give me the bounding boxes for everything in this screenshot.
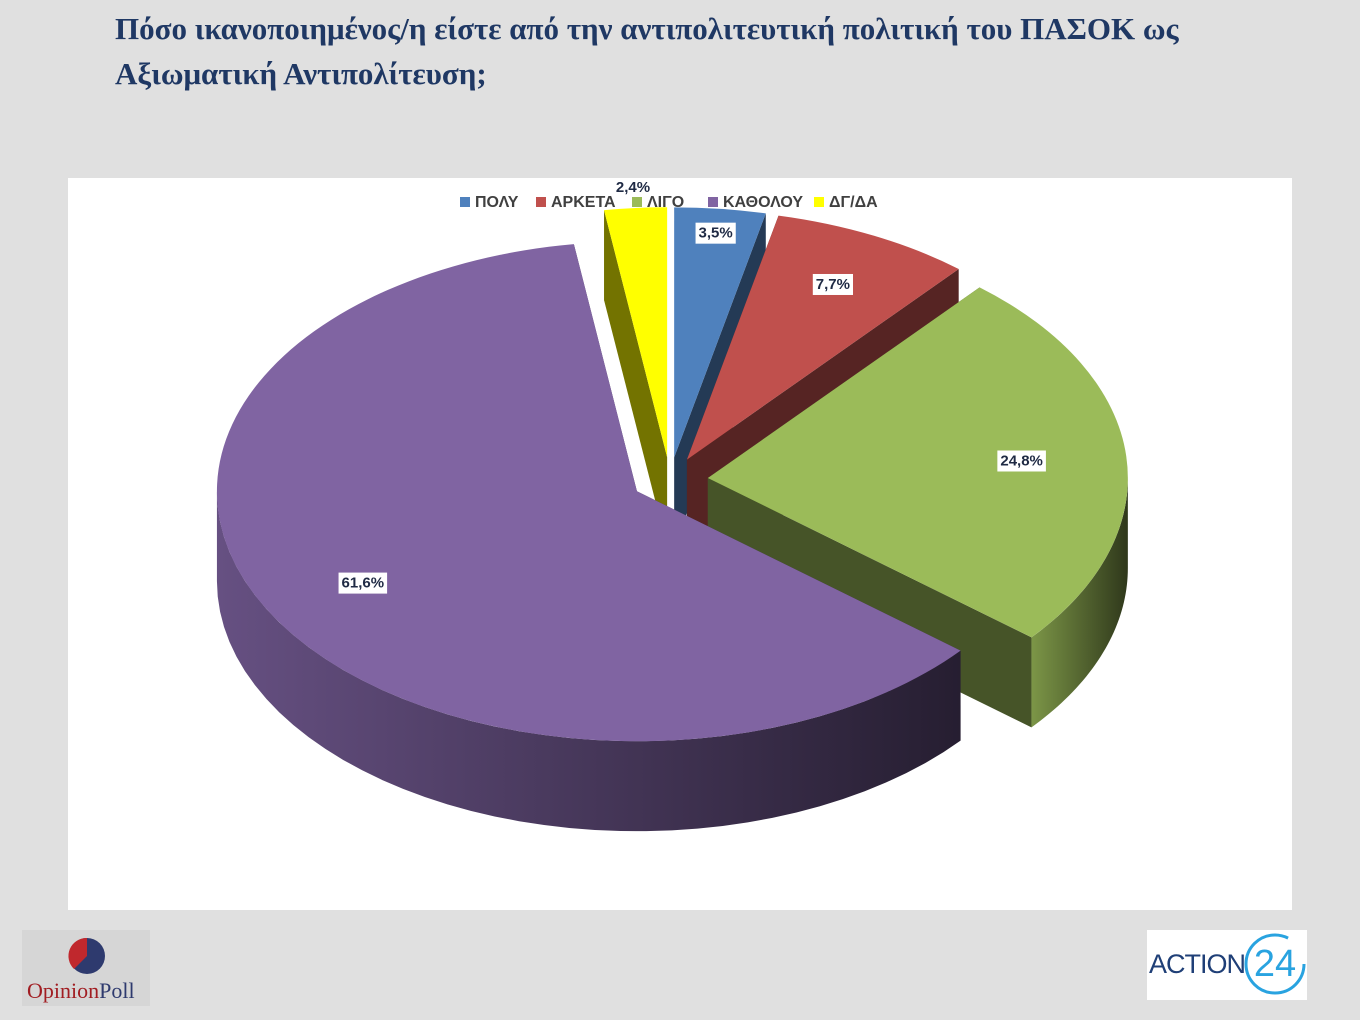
slice-wall xyxy=(216,491,961,832)
legend-label: ΔΓ/ΔΑ xyxy=(829,194,878,211)
data-label: 3,5% xyxy=(699,225,733,242)
legend-label: ΚΑΘΟΛΟΥ xyxy=(723,194,803,211)
logo-icon: OpinionPoll xyxy=(27,937,135,1003)
data-label: 61,6% xyxy=(342,575,385,592)
logo-part: Opinion xyxy=(27,978,99,1003)
logo-wedge xyxy=(68,937,87,969)
logo-text: OpinionPoll xyxy=(27,978,135,1003)
logo-icon: ACTION 24 xyxy=(1149,933,1306,995)
logo-number: 24 xyxy=(1254,943,1296,985)
legend-label: ΛΙΓΟ xyxy=(647,194,684,211)
slice-side xyxy=(604,210,668,548)
slice xyxy=(674,207,766,458)
logo-ring xyxy=(1244,933,1306,995)
label-box xyxy=(812,273,854,295)
legend-swatch xyxy=(708,197,718,207)
opinionpoll-logo: OpinionPoll xyxy=(22,930,150,1006)
action24-logo: ACTION 24 xyxy=(1147,930,1307,1000)
legend-swatch xyxy=(536,197,546,207)
slice-wall xyxy=(1031,477,1128,728)
legend-swatch xyxy=(814,197,824,207)
data-label: 24,8% xyxy=(1000,452,1043,469)
slice xyxy=(686,215,959,460)
slice xyxy=(707,287,1128,638)
legend-swatch xyxy=(460,197,470,207)
data-label: 7,7% xyxy=(816,276,850,293)
slice xyxy=(216,244,961,742)
label-box xyxy=(997,450,1046,472)
logo-text: ACTION xyxy=(1149,949,1245,979)
data-label: 2,4% xyxy=(616,179,650,196)
label-box xyxy=(695,222,736,244)
chart-title: Πόσο ικανοποιημένος/η είστε από την αντι… xyxy=(115,11,1179,91)
logo-part: Poll xyxy=(99,978,134,1003)
legend-label: ΠΟΛΥ xyxy=(475,194,519,211)
label-box xyxy=(338,572,388,594)
slice xyxy=(604,207,668,458)
legend-swatch xyxy=(632,197,642,207)
legend-label: ΑΡΚΕΤΑ xyxy=(551,194,616,211)
